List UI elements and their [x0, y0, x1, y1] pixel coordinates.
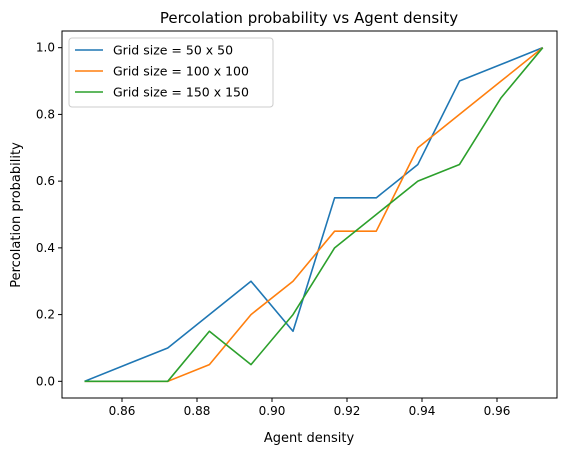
legend-label-2: Grid size = 100 x 100: [113, 64, 249, 79]
x-tick-label: 0.86: [109, 404, 136, 418]
legend-box: [68, 37, 274, 108]
legend-label-3: Grid size = 150 x 150: [113, 85, 249, 100]
series-line-3: [84, 47, 544, 383]
y-tick-label: 1.0: [36, 41, 55, 55]
x-axis-label: Agent density: [264, 431, 355, 446]
chart-title: Percolation probability vs Agent density: [160, 9, 458, 27]
y-tick-label: 0.0: [36, 374, 55, 388]
x-tick-label: 0.92: [334, 404, 361, 418]
legend-label-1: Grid size = 50 x 50: [113, 43, 233, 58]
y-tick-label: 0.8: [36, 107, 55, 121]
legend: Grid size = 50 x 50 Grid size = 100 x 100…: [68, 37, 274, 108]
y-tick-label: 0.6: [36, 174, 55, 188]
series-layer: [84, 46, 544, 383]
x-tick-label: 0.94: [409, 404, 436, 418]
x-tick-label: 0.88: [184, 404, 211, 418]
x-tick-label: 0.96: [484, 404, 511, 418]
y-axis-label: Percolation probability: [9, 142, 24, 288]
y-tick-label: 0.4: [36, 241, 55, 255]
series-line-1: [84, 46, 544, 383]
x-tick-label: 0.90: [259, 404, 286, 418]
plot-frame: [61, 30, 558, 399]
axes-layer: 0.86 0.88 0.90 0.92 0.94 0.96 0.0 0.2 0.4 0.6 0.8 1…: [36, 41, 510, 418]
y-tick-label: 0.2: [36, 308, 55, 322]
